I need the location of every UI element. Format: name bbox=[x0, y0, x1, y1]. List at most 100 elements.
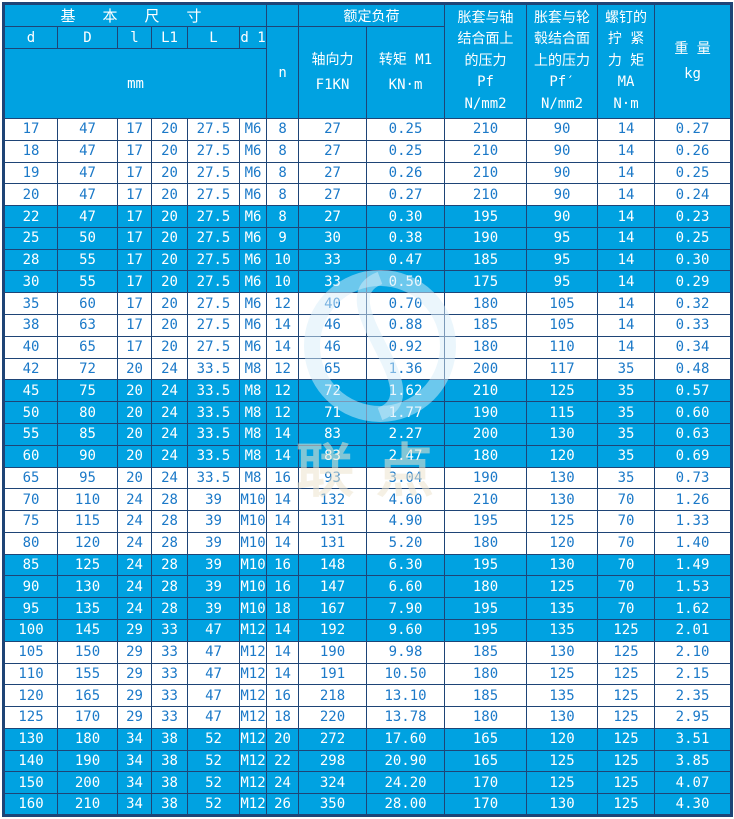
table-cell: 125 bbox=[597, 618, 656, 642]
table-cell: 29 bbox=[117, 640, 152, 664]
table-cell: 35 bbox=[597, 466, 656, 490]
table-cell: 160 bbox=[3, 793, 58, 816]
table-cell: M12 bbox=[238, 684, 268, 708]
table-cell: 14 bbox=[597, 292, 656, 316]
table-cell: 63 bbox=[57, 314, 118, 337]
table-cell: 29 bbox=[117, 618, 152, 642]
table-cell: M12 bbox=[238, 640, 268, 664]
table-cell: 85 bbox=[57, 422, 118, 446]
table-cell: 3.51 bbox=[654, 727, 733, 751]
table-cell: 125 bbox=[526, 771, 599, 795]
table-cell: 324 bbox=[298, 771, 368, 795]
table-cell: 180 bbox=[444, 292, 528, 316]
table-cell: 72 bbox=[57, 357, 118, 381]
table-cell: 0.26 bbox=[366, 161, 446, 185]
table-cell: 0.23 bbox=[654, 205, 733, 228]
table-cell: M6 bbox=[238, 248, 268, 272]
table-cell: 20 bbox=[151, 248, 188, 272]
table-cell: 24 bbox=[151, 401, 188, 424]
table-cell: 14 bbox=[266, 662, 300, 686]
header-line: 转矩 M1 bbox=[378, 51, 433, 68]
table-cell: 60 bbox=[57, 292, 118, 316]
table-cell: 14 bbox=[597, 248, 656, 272]
table-cell: 6.30 bbox=[366, 553, 446, 577]
table-cell: 24.20 bbox=[366, 771, 446, 795]
table-cell: 130 bbox=[57, 575, 118, 599]
table-cell: 33.5 bbox=[187, 422, 240, 446]
table-cell: M6 bbox=[238, 205, 268, 228]
table-cell: 17 bbox=[117, 161, 152, 185]
table-cell: 27.5 bbox=[187, 226, 240, 250]
table-cell: M8 bbox=[238, 444, 268, 468]
table-cell: 20 bbox=[117, 444, 152, 468]
table-cell: 0.34 bbox=[654, 335, 733, 359]
header-line: 拧 紧 bbox=[607, 31, 645, 48]
header-col-L1: L1 bbox=[151, 26, 188, 49]
table-cell: 18 bbox=[266, 706, 300, 729]
table-cell: 135 bbox=[526, 684, 599, 708]
table-cell: 17 bbox=[3, 118, 58, 141]
table-cell: 195 bbox=[444, 618, 528, 642]
table-cell: 13.10 bbox=[366, 684, 446, 708]
table-cell: 28 bbox=[151, 553, 188, 577]
table-cell: 210 bbox=[444, 118, 528, 141]
table-cell: 39 bbox=[187, 488, 240, 512]
table-cell: 1.77 bbox=[366, 401, 446, 424]
table-cell: 29 bbox=[117, 662, 152, 686]
table-cell: 8 bbox=[266, 161, 300, 185]
table-cell: M10 bbox=[238, 553, 268, 577]
table-cell: 4.07 bbox=[654, 771, 733, 795]
table-cell: 17 bbox=[117, 335, 152, 359]
table-cell: 47 bbox=[187, 618, 240, 642]
table-cell: 2.35 bbox=[654, 684, 733, 708]
table-cell: M10 bbox=[238, 575, 268, 599]
table-cell: 17 bbox=[117, 205, 152, 228]
table-cell: 14 bbox=[266, 640, 300, 664]
table-cell: 27.5 bbox=[187, 314, 240, 337]
table-cell: 8 bbox=[266, 205, 300, 228]
table-cell: 24 bbox=[151, 357, 188, 381]
table-cell: 24 bbox=[117, 510, 152, 533]
table-cell: 24 bbox=[117, 488, 152, 512]
table-row: 25 50 17 20 27.5 M6 9 30 0.38 190 95 14 0.25 bbox=[3, 226, 733, 250]
table-cell: 16 bbox=[266, 466, 300, 490]
header-torque: 转矩 M1 KN·m bbox=[366, 26, 446, 119]
table-row: 120 165 29 33 47 M12 16 218 13.10 185 135 125 2.35 bbox=[3, 684, 733, 708]
table-cell: 0.70 bbox=[366, 292, 446, 316]
table-cell: M12 bbox=[238, 793, 268, 816]
table-cell: 1.26 bbox=[654, 488, 733, 512]
table-cell: 30 bbox=[3, 270, 58, 294]
table-cell: 0.88 bbox=[366, 314, 446, 337]
table-row: 65 95 20 24 33.5 M8 16 93 3.04 190 130 35 0.73 bbox=[3, 466, 733, 490]
table-row: 28 55 17 20 27.5 M6 10 33 0.47 185 95 14 0.30 bbox=[3, 248, 733, 272]
table-cell: 130 bbox=[526, 706, 599, 729]
table-cell: 65 bbox=[3, 466, 58, 490]
table-cell: 33 bbox=[298, 270, 368, 294]
header-col-d: d bbox=[3, 26, 58, 49]
table-cell: 272 bbox=[298, 727, 368, 751]
table-cell: 155 bbox=[57, 662, 118, 686]
table-cell: M6 bbox=[238, 139, 268, 163]
table-cell: 30 bbox=[298, 226, 368, 250]
table-cell: 33 bbox=[151, 684, 188, 708]
header-axial-force: 轴向力 F1KN bbox=[298, 26, 368, 119]
table-row: 70 110 24 28 39 M10 14 132 4.60 210 130 70 1.26 bbox=[3, 488, 733, 512]
table-cell: 20 bbox=[151, 292, 188, 316]
table-row: 160 210 34 38 52 M12 26 350 28.00 170 130 125 4.30 bbox=[3, 793, 733, 816]
table-cell: 192 bbox=[298, 618, 368, 642]
header-line: kg bbox=[684, 65, 701, 82]
table-cell: 90 bbox=[526, 205, 599, 228]
header-basic-dimensions: 基 本 尺 寸 bbox=[2, 3, 268, 27]
table-cell: 115 bbox=[57, 510, 118, 533]
table-cell: M6 bbox=[238, 183, 268, 207]
table-cell: 80 bbox=[57, 401, 118, 424]
table-cell: 14 bbox=[266, 422, 300, 446]
table-cell: 33.5 bbox=[187, 466, 240, 490]
table-header: 基 本 尺 寸 额定负荷 胀套与轴 结合面上 的压力 Pf N/mm2 胀套与轮… bbox=[2, 3, 733, 119]
table-cell: 125 bbox=[597, 793, 656, 816]
table-cell: 38 bbox=[3, 314, 58, 337]
table-cell: 25 bbox=[3, 226, 58, 250]
table-cell: 35 bbox=[3, 292, 58, 316]
table-cell: 33 bbox=[151, 618, 188, 642]
table-row: 18 47 17 20 27.5 M6 8 27 0.25 210 90 14 0.26 bbox=[3, 139, 733, 163]
